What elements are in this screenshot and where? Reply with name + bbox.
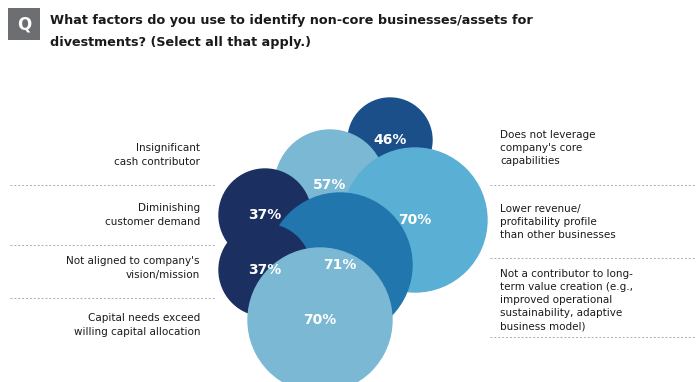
Text: Lower revenue/
profitability profile
than other businesses: Lower revenue/ profitability profile tha…: [500, 204, 616, 240]
Text: Capital needs exceed
willing capital allocation: Capital needs exceed willing capital all…: [74, 313, 200, 337]
Text: 71%: 71%: [323, 258, 357, 272]
Text: Not a contributor to long-
term value creation (e.g.,
improved operational
susta: Not a contributor to long- term value cr…: [500, 269, 633, 332]
Text: 46%: 46%: [373, 133, 407, 147]
Text: 57%: 57%: [314, 178, 346, 192]
Text: 37%: 37%: [248, 208, 281, 222]
Circle shape: [219, 169, 311, 261]
Circle shape: [275, 130, 385, 240]
Text: 70%: 70%: [398, 213, 432, 227]
Text: Insignificant
cash contributor: Insignificant cash contributor: [114, 143, 200, 167]
FancyBboxPatch shape: [8, 8, 40, 40]
Circle shape: [343, 148, 487, 292]
Text: divestments? (Select all that apply.): divestments? (Select all that apply.): [50, 36, 311, 49]
Text: Not aligned to company's
vision/mission: Not aligned to company's vision/mission: [66, 256, 200, 280]
Text: Diminishing
customer demand: Diminishing customer demand: [105, 203, 200, 227]
Text: 70%: 70%: [303, 313, 337, 327]
Circle shape: [248, 248, 392, 382]
Text: 37%: 37%: [248, 263, 281, 277]
Circle shape: [268, 193, 412, 337]
Circle shape: [219, 224, 311, 316]
Text: What factors do you use to identify non-core businesses/assets for: What factors do you use to identify non-…: [50, 14, 533, 27]
Circle shape: [348, 98, 432, 182]
Text: Q: Q: [17, 15, 31, 33]
Text: Does not leverage
company's core
capabilities: Does not leverage company's core capabil…: [500, 130, 596, 166]
